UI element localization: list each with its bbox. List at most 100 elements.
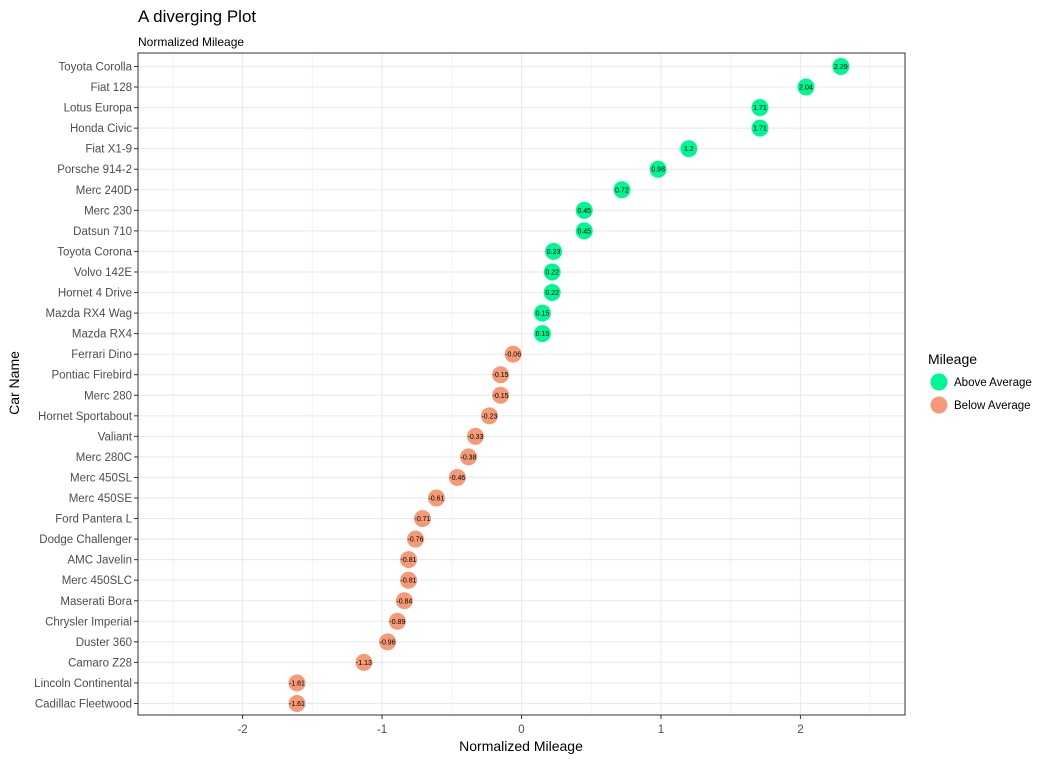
- data-point: 0.98: [649, 160, 667, 178]
- point-value-label: -0.33: [467, 434, 483, 441]
- y-tick-label: Camaro Z28: [68, 657, 132, 669]
- grid: [138, 53, 905, 715]
- point-value-label: 0.22: [545, 269, 559, 276]
- data-point: 0.15: [533, 304, 551, 322]
- data-point: -0.89: [388, 612, 406, 630]
- point-marker: [543, 284, 561, 302]
- point-value-label: 0.72: [615, 187, 629, 194]
- point-value-label: -0.89: [389, 619, 405, 626]
- point-marker: [395, 592, 413, 610]
- data-point: 0.45: [575, 222, 593, 240]
- point-value-label: 0.22: [545, 290, 559, 297]
- data-point: -0.38: [460, 448, 478, 466]
- data-point: -0.81: [400, 571, 418, 589]
- data-point: -0.33: [466, 427, 484, 445]
- y-tick-label: Lotus Europa: [64, 103, 133, 115]
- point-marker: [492, 366, 510, 384]
- x-axis-labels: -2 -1 0 1 2: [237, 715, 804, 736]
- point-marker: [413, 510, 431, 528]
- data-point: 1.2: [680, 140, 698, 158]
- y-tick-label: Cadillac Fleetwood: [35, 699, 132, 711]
- data-point: 0.22: [543, 263, 561, 281]
- data-point: -0.84: [395, 592, 413, 610]
- point-value-label: -0.15: [493, 393, 509, 400]
- point-marker: [448, 468, 466, 486]
- y-tick-label: Fiat 128: [90, 82, 132, 94]
- point-marker: [680, 140, 698, 158]
- point-value-label: -0.81: [401, 557, 417, 564]
- legend-swatch-below: [930, 396, 948, 414]
- y-tick-label: Hornet 4 Drive: [58, 288, 132, 300]
- point-marker: [575, 201, 593, 219]
- y-tick-label: Pontiac Firebird: [51, 370, 132, 382]
- data-point: 0.15: [533, 325, 551, 343]
- y-tick-label: Ford Pantera L: [55, 514, 132, 526]
- point-value-label: -1.13: [356, 660, 372, 667]
- legend-label-below: Below Average: [954, 400, 1031, 412]
- point-marker: [400, 551, 418, 569]
- data-point: 1.71: [751, 119, 769, 137]
- plot-panel-border: [137, 52, 906, 716]
- y-tick-label: Chrysler Imperial: [45, 616, 132, 628]
- data-point: -0.15: [492, 366, 510, 384]
- y-tick-label: Porsche 914-2: [57, 164, 132, 176]
- data-point: -0.76: [407, 530, 425, 548]
- point-marker: [466, 427, 484, 445]
- point-marker: [492, 386, 510, 404]
- y-tick-label: Hornet Sportabout: [38, 411, 133, 423]
- point-marker: [407, 530, 425, 548]
- y-tick-label: Merc 280: [84, 390, 132, 402]
- point-value-label: -0.76: [408, 537, 424, 544]
- point-marker: [545, 242, 563, 260]
- point-marker: [288, 695, 306, 712]
- y-tick-label: Valiant: [98, 431, 133, 443]
- y-axis-labels: Toyota Corolla Fiat 128 Lotus Europa Honda …: [34, 62, 138, 711]
- data-point: 0.72: [613, 181, 631, 199]
- point-value-label: -1.61: [289, 680, 305, 687]
- x-axis-title: Normalized Mileage: [459, 738, 583, 754]
- y-tick-label: Maserati Bora: [60, 596, 132, 608]
- point-value-label: -0.23: [481, 413, 497, 420]
- point-value-label: 0.15: [536, 311, 550, 318]
- point-value-label: -1.61: [289, 701, 305, 708]
- y-tick-label: Merc 450SL: [70, 472, 133, 484]
- y-tick-label: Merc 450SE: [69, 493, 133, 505]
- y-axis-title: Car Name: [6, 351, 22, 415]
- x-tick-label: -1: [377, 724, 387, 736]
- point-marker: [379, 633, 397, 651]
- data-point: 1.71: [751, 99, 769, 117]
- x-tick-label: 2: [797, 724, 803, 736]
- y-tick-label: Ferrari Dino: [71, 349, 132, 361]
- point-marker: [751, 119, 769, 137]
- point-marker: [575, 222, 593, 240]
- point-value-label: 0.15: [536, 331, 550, 338]
- y-tick-label: Merc 280C: [76, 452, 132, 464]
- point-value-label: -0.46: [449, 475, 465, 482]
- data-point: -1.13: [355, 653, 373, 671]
- y-tick-label: Toyota Corolla: [58, 62, 132, 74]
- chart-title: A diverging Plot: [138, 7, 256, 26]
- data-points: 2.29 2.04 1.71 1.71 1.2 0.98 0.72 0.45 0.45 0.23 0…: [288, 58, 850, 712]
- point-value-label: -0.15: [493, 372, 509, 379]
- y-tick-label: Duster 360: [76, 637, 132, 649]
- point-value-label: 1.71: [753, 126, 767, 133]
- point-marker: [480, 407, 498, 425]
- data-point: -0.06: [504, 345, 522, 363]
- x-tick-label: 0: [518, 724, 524, 736]
- point-value-label: -0.61: [428, 496, 444, 503]
- y-tick-label: Toyota Corona: [57, 246, 132, 258]
- y-tick-label: Merc 230: [84, 205, 132, 217]
- point-marker: [832, 58, 850, 75]
- y-tick-label: Lincoln Continental: [34, 678, 132, 690]
- point-marker: [533, 325, 551, 343]
- data-point: -0.71: [413, 510, 431, 528]
- data-point: 0.23: [545, 242, 563, 260]
- y-tick-label: Mazda RX4: [72, 329, 133, 341]
- data-point: -0.15: [492, 386, 510, 404]
- point-value-label: -0.38: [461, 454, 477, 461]
- data-point: -0.61: [427, 489, 445, 507]
- y-tick-label: Datsun 710: [73, 226, 132, 238]
- data-point: -0.46: [448, 468, 466, 486]
- point-value-label: -0.84: [396, 598, 412, 605]
- point-value-label: 0.98: [651, 167, 665, 174]
